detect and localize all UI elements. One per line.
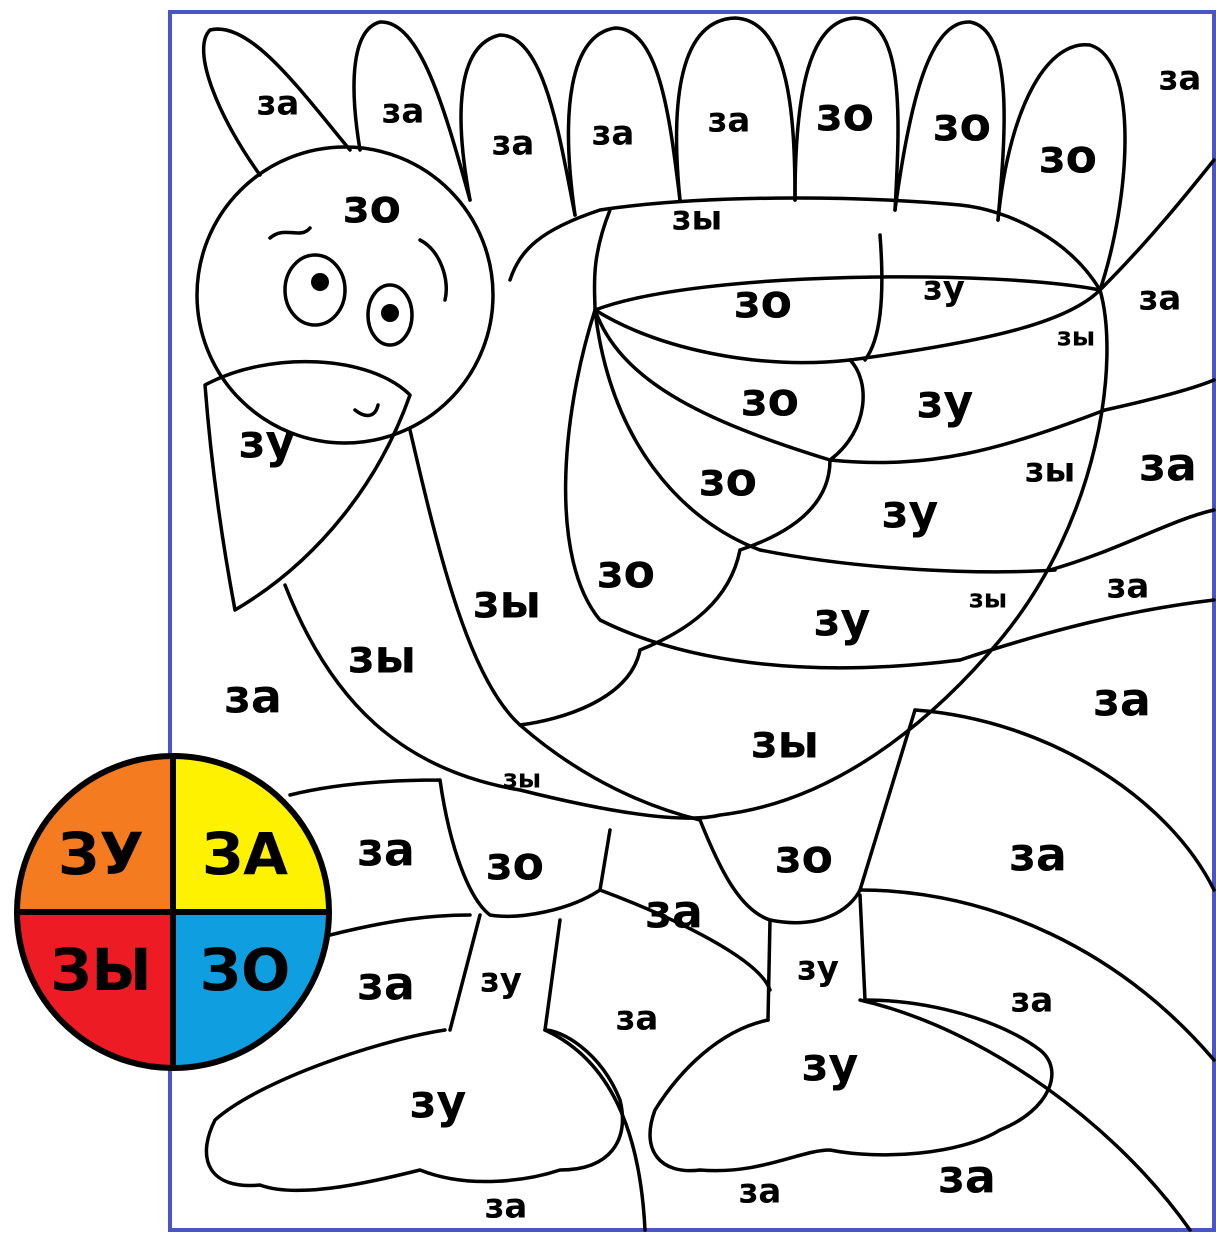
label: за — [1011, 981, 1054, 1021]
label: зу — [917, 375, 974, 429]
label: за — [592, 114, 635, 154]
label: за — [645, 885, 703, 939]
legend-label: ЗА — [202, 820, 288, 888]
label: зо — [343, 180, 401, 234]
label: за — [492, 124, 535, 164]
label: за — [1159, 59, 1202, 99]
label: зу — [923, 269, 965, 309]
label: зо — [933, 98, 991, 152]
label: за — [1107, 567, 1150, 607]
label: зы — [1025, 451, 1076, 491]
label: за — [1093, 673, 1151, 727]
label: зо — [816, 88, 874, 142]
label: зо — [775, 830, 833, 884]
label: за — [1139, 438, 1197, 492]
legend-label: ЗЫ — [50, 936, 151, 1004]
label: за — [485, 1187, 528, 1227]
label: зу — [410, 1075, 467, 1129]
label: зу — [797, 949, 839, 989]
label: за — [616, 999, 659, 1039]
label: зы — [1057, 323, 1096, 353]
label: зы — [348, 630, 416, 684]
label: зо — [486, 837, 544, 891]
legend: ЗУ ЗА ЗЫ ЗО — [17, 756, 329, 1068]
label: зо — [1039, 130, 1097, 184]
label: за — [1009, 828, 1067, 882]
label: зо — [699, 453, 757, 507]
label: зо — [734, 275, 792, 329]
label: зу — [480, 961, 522, 1001]
coloring-page: ЗУ ЗА ЗЫ ЗО за за за за за зо зо зо за зо з… — [0, 0, 1216, 1234]
label: за — [708, 101, 751, 141]
label: за — [224, 670, 282, 724]
label: зы — [751, 715, 819, 769]
label: зо — [741, 373, 799, 427]
label: зу — [802, 1038, 859, 1092]
label: зу — [882, 485, 939, 539]
legend-label: ЗО — [200, 936, 291, 1004]
label: зы — [672, 199, 723, 239]
label: за — [938, 1150, 996, 1204]
label: за — [739, 1172, 782, 1212]
legend-label: ЗУ — [58, 820, 144, 888]
label: зы — [503, 765, 542, 795]
label: зу — [814, 593, 871, 647]
label: за — [1139, 279, 1182, 319]
label: зу — [239, 415, 296, 469]
label: зы — [969, 585, 1008, 615]
label: за — [357, 957, 415, 1011]
label: зы — [473, 575, 541, 629]
label: за — [357, 823, 415, 877]
label: за — [257, 84, 300, 124]
label: зо — [597, 545, 655, 599]
label: за — [382, 92, 425, 132]
